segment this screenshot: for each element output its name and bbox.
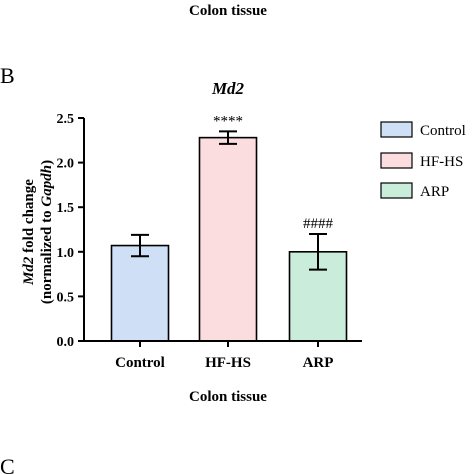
x-axis-title: Colon tissue [189,389,267,405]
legend-label: Control [420,123,466,139]
legend-swatch [380,121,413,138]
svg-text:(normalized to Gapdh): (normalized to Gapdh) [39,160,55,304]
legend-label: ARP [420,184,449,200]
significance-label: **** [213,113,243,129]
y-tick-label: 1.0 [57,246,75,261]
x-tick-label: Control [115,355,165,371]
panel-letter-c: C [0,454,15,474]
x-tick-label: HF-HS [205,355,251,371]
legend: Control HF-HS ARP [380,121,466,200]
significance-label: #### [303,216,334,232]
y-axis-title-ref-gene: Gapdh [39,165,55,207]
panel-letter-b: B [0,63,15,88]
y-tick-label: 2.5 [57,112,75,127]
legend-label: HF-HS [420,154,463,170]
x-axis: Control HF-HS ARP [84,340,362,371]
y-axis-title: Md2 fold change (normalized to Gapdh) [21,160,55,304]
bar-hf-hs [198,136,258,342]
y-axis-title-gene: Md2 [21,256,37,286]
bars: **** #### [110,113,348,342]
legend-swatch [380,182,413,199]
top-caption: Colon tissue [189,3,267,19]
x-tick-label: ARP [303,355,334,371]
y-axis-title-measure: fold change [21,179,37,257]
legend-swatch [380,152,413,169]
y-tick-label: 0.0 [57,335,75,350]
chart-title: Md2 [211,79,245,98]
y-axis-title-norm-post: ) [39,160,55,165]
svg-text:Md2 fold change: Md2 fold change [21,179,37,286]
bar-control [110,244,170,342]
bar-arp [288,251,348,342]
y-tick-label: 0.5 [57,290,75,305]
y-tick-label: 1.5 [57,201,75,216]
y-tick-label: 2.0 [57,157,75,172]
y-axis: 0.0 0.5 1.0 1.5 2.0 2.5 [57,112,85,350]
y-axis-title-norm-pre: (normalized to [39,207,55,304]
